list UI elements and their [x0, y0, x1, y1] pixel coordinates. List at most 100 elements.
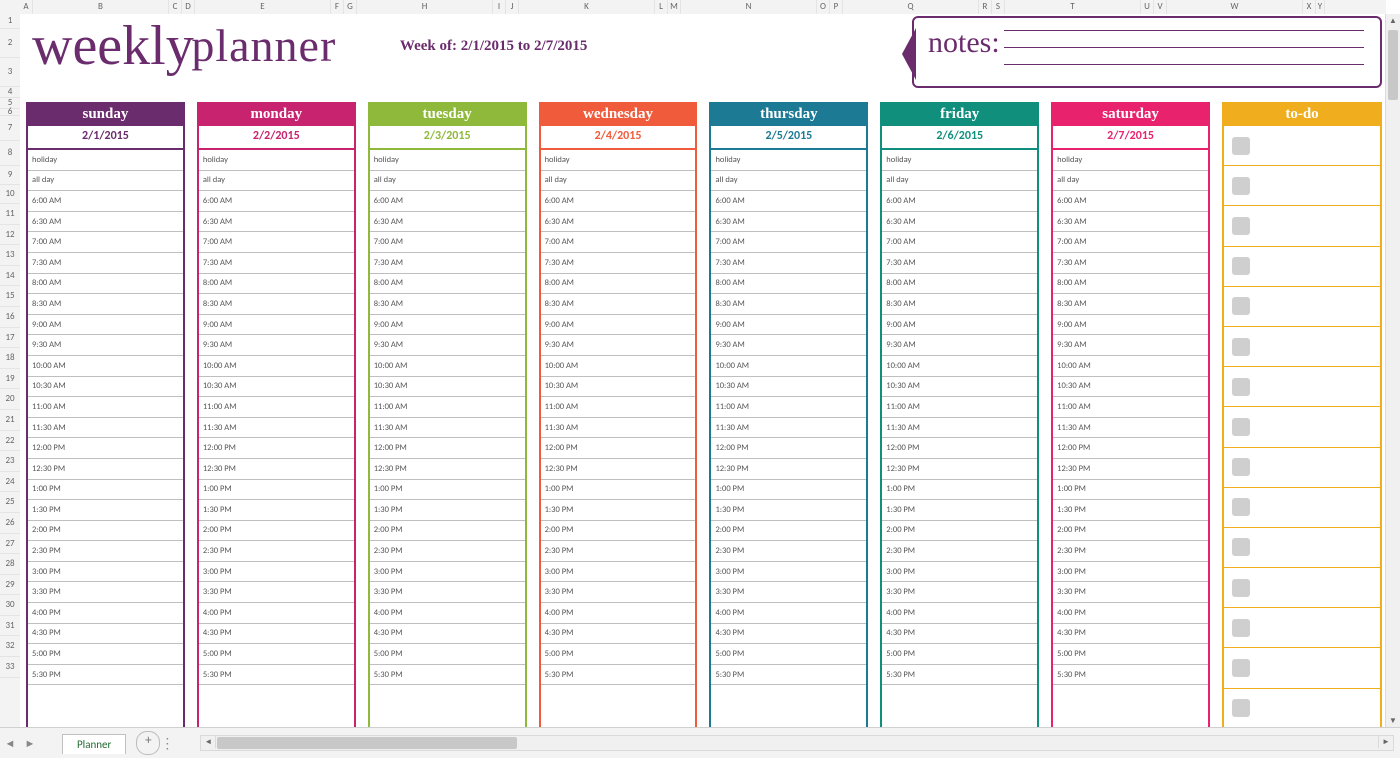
row-header-24[interactable]: 24: [0, 472, 20, 493]
col-header-N[interactable]: N: [681, 0, 817, 14]
time-slot[interactable]: 4:00 PM: [28, 603, 183, 624]
time-slot[interactable]: 9:30 AM: [711, 335, 866, 356]
col-header-T[interactable]: T: [1005, 0, 1141, 14]
time-slot[interactable]: 2:00 PM: [882, 521, 1037, 542]
todo-item[interactable]: [1224, 407, 1380, 447]
time-slot[interactable]: 1:00 PM: [541, 480, 696, 501]
scroll-right-icon[interactable]: ►: [1378, 736, 1393, 748]
meta-row-all-day[interactable]: all day: [199, 171, 354, 192]
time-slot[interactable]: 6:30 AM: [199, 212, 354, 233]
time-slot[interactable]: 11:00 AM: [711, 397, 866, 418]
time-slot[interactable]: 5:00 PM: [199, 644, 354, 665]
time-slot[interactable]: 9:00 AM: [370, 315, 525, 336]
time-slot[interactable]: 3:30 PM: [1053, 582, 1208, 603]
time-slot[interactable]: 7:30 AM: [199, 253, 354, 274]
notes-lines[interactable]: [1004, 30, 1364, 81]
time-slot[interactable]: 3:00 PM: [28, 562, 183, 583]
checkbox-icon[interactable]: [1232, 177, 1250, 195]
time-slot[interactable]: 8:30 AM: [711, 294, 866, 315]
todo-item[interactable]: [1224, 287, 1380, 327]
day-date[interactable]: 2/3/2015: [370, 126, 525, 150]
time-slot[interactable]: 12:30 PM: [882, 459, 1037, 480]
checkbox-icon[interactable]: [1232, 619, 1250, 637]
row-header-17[interactable]: 17: [0, 328, 20, 349]
time-slot[interactable]: 11:00 AM: [199, 397, 354, 418]
time-slot[interactable]: 7:00 AM: [28, 232, 183, 253]
time-slot[interactable]: 9:30 AM: [1053, 335, 1208, 356]
col-header-W[interactable]: W: [1167, 0, 1303, 14]
col-header-R[interactable]: R: [979, 0, 992, 14]
time-slot[interactable]: 8:00 AM: [711, 274, 866, 295]
time-slot[interactable]: 12:00 PM: [882, 438, 1037, 459]
time-slot[interactable]: 4:00 PM: [882, 603, 1037, 624]
add-sheet-button[interactable]: +: [136, 731, 160, 755]
time-slot[interactable]: 3:00 PM: [370, 562, 525, 583]
col-header-Y[interactable]: Y: [1316, 0, 1325, 14]
time-slot[interactable]: 6:00 AM: [370, 191, 525, 212]
time-slot[interactable]: 12:30 PM: [541, 459, 696, 480]
todo-item[interactable]: [1224, 206, 1380, 246]
meta-row-all-day[interactable]: all day: [28, 171, 183, 192]
meta-row-all-day[interactable]: all day: [882, 171, 1037, 192]
time-slot[interactable]: 10:30 AM: [199, 377, 354, 398]
time-slot[interactable]: 3:30 PM: [711, 582, 866, 603]
row-header-21[interactable]: 21: [0, 410, 20, 431]
time-slot[interactable]: 7:30 AM: [541, 253, 696, 274]
meta-row-all-day[interactable]: all day: [370, 171, 525, 192]
time-slot[interactable]: 7:00 AM: [370, 232, 525, 253]
time-slot[interactable]: 7:30 AM: [711, 253, 866, 274]
time-slot[interactable]: 10:30 AM: [711, 377, 866, 398]
time-slot[interactable]: 2:30 PM: [1053, 541, 1208, 562]
col-header-S[interactable]: S: [992, 0, 1005, 14]
time-slot[interactable]: 11:30 AM: [370, 418, 525, 439]
time-slot[interactable]: 6:30 AM: [1053, 212, 1208, 233]
todo-item[interactable]: [1224, 528, 1380, 568]
todo-item[interactable]: [1224, 166, 1380, 206]
day-date[interactable]: 2/7/2015: [1053, 126, 1208, 150]
meta-row-all-day[interactable]: all day: [1053, 171, 1208, 192]
row-header-29[interactable]: 29: [0, 575, 20, 596]
time-slot[interactable]: 2:00 PM: [370, 521, 525, 542]
time-slot[interactable]: 5:30 PM: [882, 665, 1037, 686]
time-slot[interactable]: 8:30 AM: [541, 294, 696, 315]
time-slot[interactable]: 9:30 AM: [199, 335, 354, 356]
time-slot[interactable]: 3:30 PM: [370, 582, 525, 603]
time-slot[interactable]: 1:30 PM: [1053, 500, 1208, 521]
time-slot[interactable]: 8:00 AM: [370, 274, 525, 295]
time-slot[interactable]: 6:00 AM: [199, 191, 354, 212]
time-slot[interactable]: 12:00 PM: [28, 438, 183, 459]
notes-box[interactable]: notes:: [912, 16, 1382, 88]
row-header-25[interactable]: 25: [0, 492, 20, 513]
time-slot[interactable]: 10:30 AM: [370, 377, 525, 398]
row-header-23[interactable]: 23: [0, 451, 20, 472]
time-slot[interactable]: 10:00 AM: [199, 356, 354, 377]
time-slot[interactable]: 6:30 AM: [711, 212, 866, 233]
time-slot[interactable]: 3:00 PM: [882, 562, 1037, 583]
todo-item[interactable]: [1224, 448, 1380, 488]
meta-row-all-day[interactable]: all day: [711, 171, 866, 192]
time-slot[interactable]: 2:00 PM: [541, 521, 696, 542]
time-slot[interactable]: 3:00 PM: [541, 562, 696, 583]
time-slot[interactable]: 5:00 PM: [1053, 644, 1208, 665]
time-slot[interactable]: 4:30 PM: [711, 624, 866, 645]
time-slot[interactable]: 1:30 PM: [28, 500, 183, 521]
col-header-O[interactable]: O: [817, 0, 830, 14]
time-slot[interactable]: 9:00 AM: [1053, 315, 1208, 336]
row-header-2[interactable]: 2: [0, 29, 20, 58]
time-slot[interactable]: 1:30 PM: [711, 500, 866, 521]
day-date[interactable]: 2/6/2015: [882, 126, 1037, 150]
checkbox-icon[interactable]: [1232, 338, 1250, 356]
meta-row-all-day[interactable]: all day: [541, 171, 696, 192]
checkbox-icon[interactable]: [1232, 498, 1250, 516]
time-slot[interactable]: 12:00 PM: [370, 438, 525, 459]
row-header-16[interactable]: 16: [0, 307, 20, 328]
time-slot[interactable]: 11:30 AM: [711, 418, 866, 439]
checkbox-icon[interactable]: [1232, 699, 1250, 717]
row-header-8[interactable]: 8: [0, 141, 20, 166]
row-header-9[interactable]: 9: [0, 166, 20, 185]
time-slot[interactable]: 2:30 PM: [711, 541, 866, 562]
time-slot[interactable]: 6:00 AM: [882, 191, 1037, 212]
time-slot[interactable]: 4:00 PM: [370, 603, 525, 624]
scroll-left-icon[interactable]: ◄: [201, 736, 216, 748]
time-slot[interactable]: 4:30 PM: [370, 624, 525, 645]
